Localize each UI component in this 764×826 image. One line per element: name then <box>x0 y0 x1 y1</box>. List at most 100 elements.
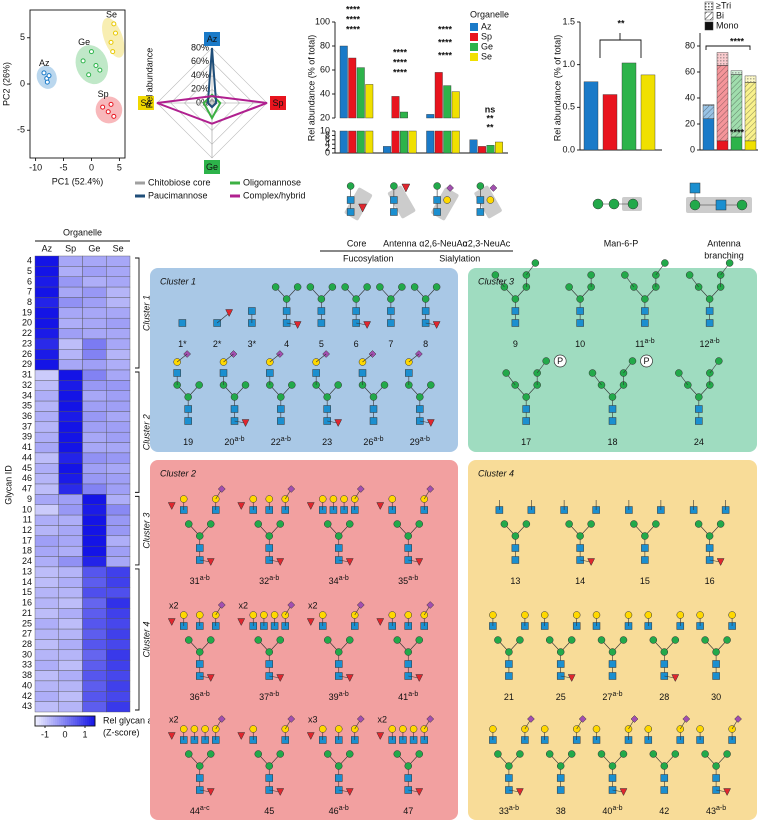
heatmap-cell <box>106 494 131 505</box>
bar-pattern <box>703 105 714 119</box>
mannose <box>352 295 360 303</box>
heatmap-cell <box>106 317 131 329</box>
mannose <box>701 636 709 644</box>
glcnac <box>219 369 228 377</box>
neuac <box>734 715 742 723</box>
heatmap-cell <box>106 587 131 599</box>
legend-label: Bi <box>716 10 724 20</box>
x-category-label: α2,3-NeuAc <box>463 238 511 248</box>
glcnac <box>660 774 669 782</box>
glcnac <box>369 405 378 413</box>
heatmap-cell <box>58 608 83 619</box>
heatmap-cell <box>58 535 83 547</box>
point <box>108 39 114 45</box>
row-label: 18 <box>22 546 32 556</box>
glycan-isomers: a-b <box>339 691 349 698</box>
heatmap-cell <box>106 452 131 464</box>
heatmap-cell <box>82 680 107 692</box>
glcnac <box>641 307 649 315</box>
fucose <box>345 674 354 683</box>
glcnac <box>352 307 360 315</box>
glycan-label: 11a-b <box>635 338 655 350</box>
glcnac <box>576 319 584 327</box>
heatmap-cell <box>58 701 83 713</box>
column-label: Ge <box>88 243 100 253</box>
neuac <box>217 485 226 493</box>
bar <box>391 96 400 119</box>
fucose <box>306 502 315 511</box>
mannose <box>432 283 441 291</box>
linkage <box>223 353 234 363</box>
mannose <box>671 750 680 758</box>
colorbar-step <box>47 716 50 726</box>
galactose <box>319 611 327 619</box>
colorbar-step <box>81 716 84 726</box>
axis-badge <box>204 32 220 46</box>
heatmap-cell <box>58 577 83 588</box>
row-label: 10 <box>22 504 32 514</box>
heatmap-cell <box>82 535 107 547</box>
glycan-id: 6 <box>354 339 359 349</box>
heatmap-cell <box>82 483 107 495</box>
y-tick-label: 80 <box>685 40 695 50</box>
radar-axis-label: Ge <box>206 162 218 172</box>
galactose <box>572 611 581 619</box>
heatmap-cell <box>58 276 83 288</box>
legend-swatch <box>470 43 478 51</box>
glycan-label: 47 <box>403 806 413 816</box>
galactose <box>409 725 418 733</box>
heatmap-cell <box>106 691 131 702</box>
legend-label: Sp <box>481 31 492 41</box>
heatmap-cell <box>106 608 131 619</box>
heatmap-cell <box>82 649 107 661</box>
heatmap-cell <box>58 639 83 651</box>
glcnac <box>660 660 669 668</box>
neuac <box>217 715 226 723</box>
colorbar-step <box>59 716 62 726</box>
heatmap-cell <box>82 525 107 537</box>
mannose <box>641 532 649 540</box>
heatmap-cell <box>58 628 83 640</box>
heatmap-cell <box>106 390 131 402</box>
glycan-label: 32a-b <box>259 575 279 587</box>
colorbar-step <box>41 716 44 726</box>
row-label: 15 <box>22 587 32 597</box>
glcnac <box>522 405 530 413</box>
heatmap-cell <box>106 659 131 671</box>
heatmap-cell <box>34 442 59 454</box>
mannose <box>716 520 725 528</box>
galactose <box>201 725 209 733</box>
bar-segment <box>744 140 757 151</box>
glycan-isomers: a-b <box>716 805 726 812</box>
colorbar-step <box>87 716 90 726</box>
heatmap-cell <box>82 359 107 371</box>
glcnac <box>712 660 720 668</box>
heatmap-cell <box>82 380 107 391</box>
mannose <box>502 369 510 377</box>
significance: **** <box>438 24 453 34</box>
row-label: 21 <box>22 608 32 618</box>
heatmap-cell <box>58 545 83 557</box>
fucose <box>426 419 435 428</box>
bar <box>621 62 637 151</box>
heatmap-title: Organelle <box>63 227 102 237</box>
glcnac <box>511 544 520 552</box>
neuac <box>527 715 535 723</box>
glycan-id: 20 <box>224 437 234 447</box>
point <box>44 79 50 85</box>
row-label: 33 <box>22 660 32 670</box>
glycan-label: 12a-b <box>700 338 720 350</box>
glycan-label: 38 <box>556 806 566 816</box>
legend-swatch <box>470 53 478 61</box>
heatmap-cell <box>58 369 83 381</box>
glycan-id: 12 <box>700 339 710 349</box>
glycan-isomers: a-b <box>269 575 279 582</box>
glycan-isomers: a-b <box>408 575 418 582</box>
axis-badge <box>204 160 220 174</box>
row-label: 6 <box>27 276 32 286</box>
heatmap-cell <box>58 431 83 443</box>
glycan-label: 18 <box>607 437 617 447</box>
galactose <box>676 611 685 619</box>
glcnac <box>712 672 720 680</box>
glcnac <box>404 774 412 782</box>
